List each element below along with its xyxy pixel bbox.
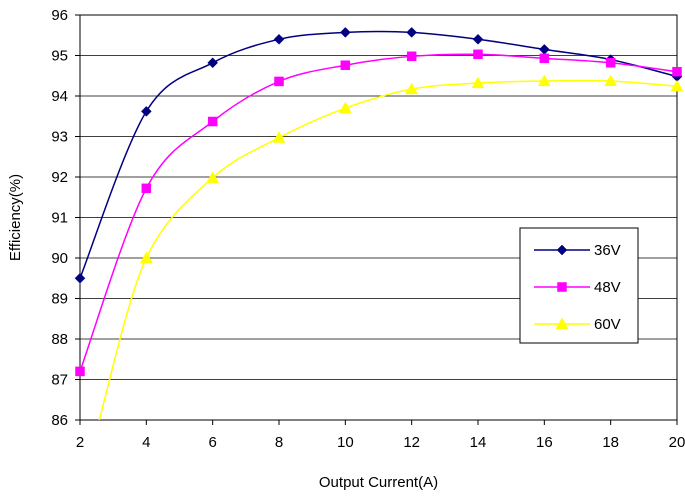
legend-item: 60V	[534, 316, 621, 333]
y-tick-label: 89	[51, 291, 68, 308]
data-point-triangle	[338, 101, 352, 114]
legend-marker	[555, 317, 569, 330]
series-48V	[75, 49, 682, 377]
y-tick-label: 87	[51, 372, 68, 389]
data-point-diamond	[406, 27, 418, 38]
x-tick-label: 2	[76, 434, 84, 451]
data-point-diamond	[207, 57, 219, 69]
data-point-square	[207, 116, 218, 127]
y-tick-label: 90	[51, 250, 68, 267]
x-tick-label: 10	[337, 434, 354, 451]
data-point-triangle	[405, 82, 419, 95]
series-lines	[74, 27, 684, 420]
x-tick-label: 20	[669, 434, 685, 451]
y-tick-label: 88	[51, 331, 68, 348]
data-point-triangle	[272, 131, 286, 143]
x-tick-label: 16	[536, 434, 553, 451]
data-point-square	[75, 366, 85, 377]
y-axis-title: Efficiency(%)	[7, 174, 24, 261]
x-tick-label: 14	[470, 434, 487, 451]
data-point-square	[539, 53, 550, 64]
data-point-square	[605, 58, 616, 68]
data-point-diamond	[140, 106, 152, 117]
data-point-triangle	[670, 79, 684, 92]
x-tick-label: 8	[275, 434, 283, 451]
series-line	[80, 53, 677, 372]
y-tick-label: 93	[51, 129, 68, 146]
legend-label: 36V	[594, 242, 621, 259]
data-point-diamond	[273, 33, 285, 45]
data-point-triangle	[139, 251, 153, 264]
data-point-square	[340, 60, 351, 70]
data-point-triangle	[206, 171, 220, 183]
data-point-square	[473, 49, 483, 60]
data-point-triangle	[537, 74, 551, 87]
data-point-triangle	[604, 74, 618, 87]
data-point-diamond	[74, 272, 86, 284]
grid-lines	[80, 55, 677, 380]
data-point-square	[141, 183, 152, 194]
axis-ticks: 86 87 88 89 90 91 92 93 94 95 96 2 4 6 8 10 12 14 16 18 20	[51, 7, 685, 451]
legend-marker	[556, 244, 568, 256]
y-tick-label: 96	[51, 7, 68, 24]
legend-item: 48V	[534, 279, 621, 296]
legend-label: 60V	[594, 316, 621, 333]
x-tick-label: 18	[602, 434, 619, 451]
y-tick-label: 91	[51, 210, 68, 227]
y-tick-label: 94	[51, 88, 68, 105]
series-line	[98, 79, 677, 420]
legend: 36V 48V 60V	[519, 227, 639, 344]
y-tick-label: 92	[51, 169, 68, 186]
legend-label: 48V	[594, 279, 621, 296]
x-tick-label: 4	[142, 434, 150, 451]
series-line	[80, 30, 677, 279]
x-axis-title: Output Current(A)	[319, 474, 438, 491]
data-point-diamond	[472, 33, 484, 45]
legend-marker	[557, 282, 567, 292]
data-point-square	[672, 66, 682, 77]
data-point-square	[274, 76, 284, 87]
y-tick-label: 95	[51, 48, 68, 65]
x-tick-label: 6	[208, 434, 216, 451]
series-60V	[98, 74, 684, 420]
data-point-triangle	[471, 76, 485, 89]
y-tick-label: 86	[51, 412, 68, 429]
data-point-square	[406, 51, 417, 62]
data-point-diamond	[339, 27, 351, 38]
legend-item: 36V	[534, 242, 621, 259]
x-tick-label: 12	[403, 434, 420, 451]
